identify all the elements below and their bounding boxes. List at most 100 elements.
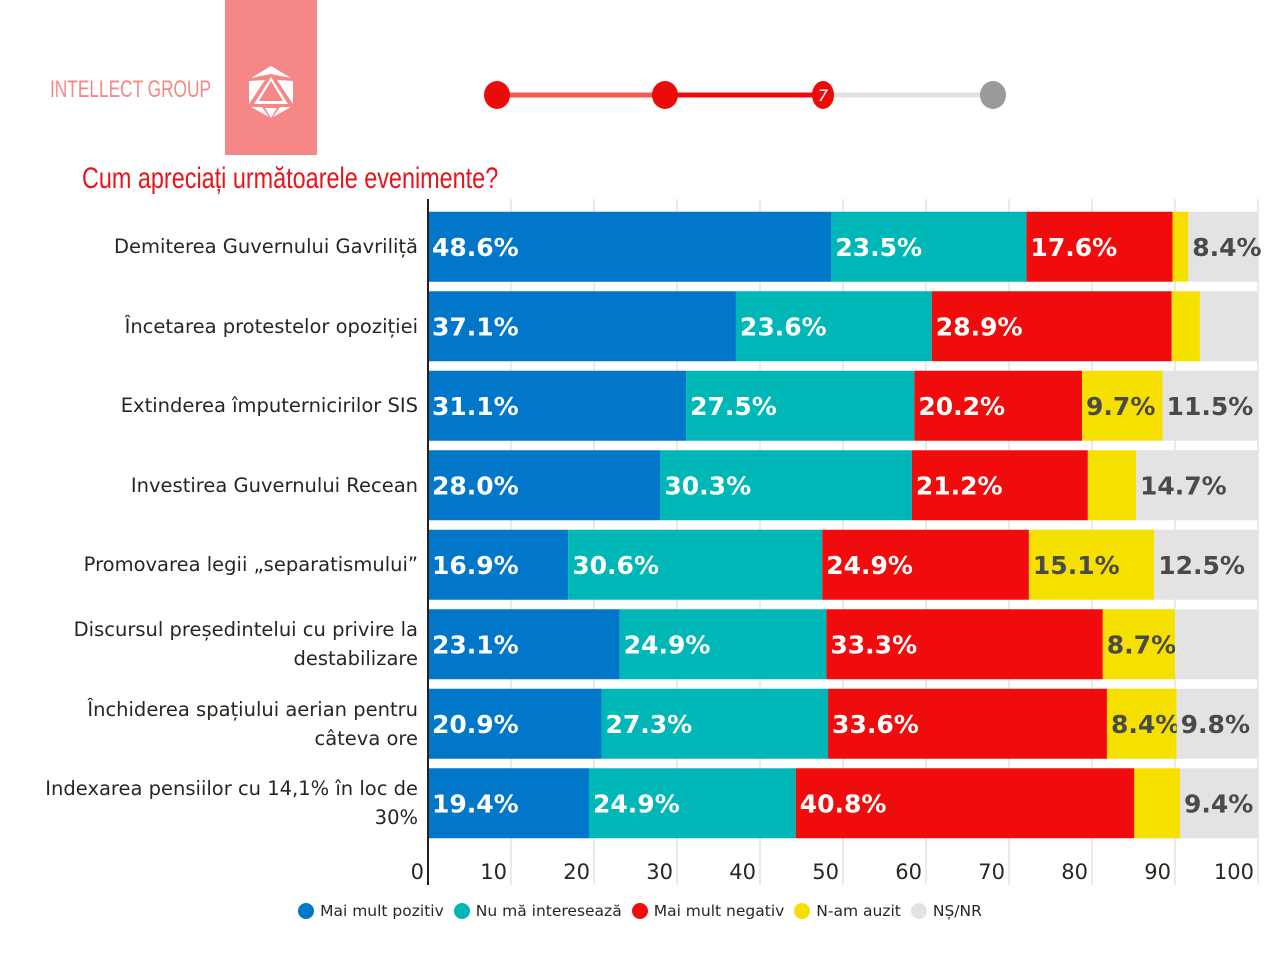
data-label: 40.8%: [800, 789, 887, 818]
bar-segment: [1028, 529, 1155, 600]
bar-segment: [1087, 450, 1136, 521]
bar-segment: [1134, 768, 1180, 839]
data-label: 21.2%: [916, 471, 1003, 500]
icosahedron-logo-icon: [249, 66, 293, 118]
data-label: 27.3%: [605, 710, 692, 739]
data-label: 12.5%: [1158, 551, 1245, 580]
category-label: Închiderea spațiului aerian pentru câteva…: [0, 695, 418, 753]
legend-swatch: [298, 903, 315, 919]
data-label: 23.6%: [740, 312, 827, 341]
data-label: 23.5%: [835, 233, 922, 262]
data-label: 8.4%: [1111, 710, 1180, 739]
x-tick-label: 50: [812, 860, 839, 884]
legend-swatch: [794, 903, 811, 919]
data-label: 24.9%: [593, 789, 680, 818]
bar-segment: [428, 291, 736, 362]
bar-segment: [914, 370, 1083, 441]
brand-name: INTELLECT GROUP: [50, 76, 211, 103]
x-tick-label: 60: [895, 860, 922, 884]
bar-segment: [619, 609, 827, 680]
category-label: Demiterea Guvernului Gavriliță: [0, 232, 418, 261]
bar-segment: [931, 291, 1172, 362]
bar-segment: [1082, 370, 1163, 441]
legend-item: NȘ/NR: [910, 902, 982, 920]
category-label-line: Discursul președintelui cu privire la: [73, 618, 418, 642]
bar-segment: [1135, 450, 1258, 521]
data-label: 20.9%: [432, 710, 519, 739]
bar-segment: [735, 291, 932, 362]
bar-segment: [1102, 609, 1175, 680]
chart-title: Cum apreciați următoarele evenimente?: [82, 162, 499, 195]
legend-item: N-am auzit: [794, 902, 901, 920]
data-label: 24.9%: [624, 630, 711, 659]
x-tick-label: 10: [480, 860, 507, 884]
x-tick-label: 20: [563, 860, 590, 884]
bar-segment: [826, 609, 1103, 680]
data-label: 31.1%: [432, 392, 519, 421]
progress-step-2: [652, 81, 678, 109]
legend-label: N-am auzit: [816, 902, 901, 920]
category-label: Extinderea împuternicirilor SIS: [0, 391, 418, 420]
data-label: 9.7%: [1086, 392, 1155, 421]
data-label: 27.5%: [690, 392, 777, 421]
category-label-line: destabilizare: [293, 647, 418, 671]
category-label-line: Investirea Guvernului Recean: [130, 473, 418, 497]
bar-segment: [428, 688, 602, 759]
data-label: 9.8%: [1181, 710, 1250, 739]
data-label: 16.9%: [432, 551, 519, 580]
x-tick-label: 40: [729, 860, 756, 884]
step-progress: 7: [484, 81, 1006, 109]
bar-segment: [686, 370, 915, 441]
x-tick-label: 100: [1214, 860, 1254, 884]
category-label-line: câteva ore: [314, 726, 418, 750]
bar-segment: [428, 450, 661, 521]
data-label: 24.9%: [826, 551, 913, 580]
bar-segment: [1172, 211, 1189, 282]
bar-segment: [1162, 370, 1258, 441]
category-label-line: Indexarea pensiilor cu 14,1% în loc de: [45, 777, 418, 801]
progress-step-4: [980, 81, 1006, 109]
bar-segment: [1179, 768, 1258, 839]
bar-segment: [1154, 529, 1258, 600]
data-label: 33.3%: [830, 630, 917, 659]
legend-item: Mai mult pozitiv: [298, 902, 444, 920]
bar-segment: [831, 211, 1027, 282]
category-label: Discursul președintelui cu privire la des…: [0, 615, 418, 673]
x-tick-label: 30: [646, 860, 673, 884]
data-label: 8.4%: [1192, 233, 1261, 262]
legend-item: Nu mă interesează: [453, 902, 622, 920]
progress-step-current-label: 7: [818, 86, 829, 105]
category-label-line: Încetarea protestelor opoziției: [124, 314, 418, 338]
bar-segment: [428, 768, 590, 839]
data-label: 8.7%: [1107, 630, 1176, 659]
x-tick-label: 0: [411, 860, 424, 884]
data-label: 9.4%: [1184, 789, 1253, 818]
category-label: Investirea Guvernului Recean: [0, 471, 418, 500]
bar-segment: [428, 211, 832, 282]
x-tick-label: 70: [978, 860, 1005, 884]
legend-label: Nu mă interesează: [475, 902, 622, 920]
bar-segment: [822, 529, 1029, 600]
bar-segment: [660, 450, 912, 521]
x-tick-label: 90: [1144, 860, 1171, 884]
bar-segment: [1106, 688, 1177, 759]
category-label-line: Promovarea legii „separatismului”: [83, 553, 418, 577]
bar-segment: [1171, 291, 1200, 362]
data-label: 37.1%: [432, 312, 519, 341]
bar-segment: [428, 529, 569, 600]
data-label: 17.6%: [1030, 233, 1117, 262]
data-label: 20.2%: [918, 392, 1005, 421]
bar-segment: [601, 688, 829, 759]
bar-segment: [828, 688, 1107, 759]
data-label: 14.7%: [1140, 471, 1227, 500]
bar-segment: [428, 370, 687, 441]
category-label-line: 30%: [374, 806, 418, 830]
bar-segment: [428, 609, 620, 680]
data-label: 15.1%: [1033, 551, 1120, 580]
data-label: 33.6%: [832, 710, 919, 739]
legend-swatch: [453, 903, 470, 919]
legend-label: Mai mult negativ: [653, 902, 785, 920]
bar-segment: [911, 450, 1088, 521]
plot-area: 48.6% 23.5% 17.6% 8.4% 37.1% 23.6% 28.9% 31.1% 2…: [411, 199, 1262, 885]
category-label: Promovarea legii „separatismului”: [0, 550, 418, 579]
